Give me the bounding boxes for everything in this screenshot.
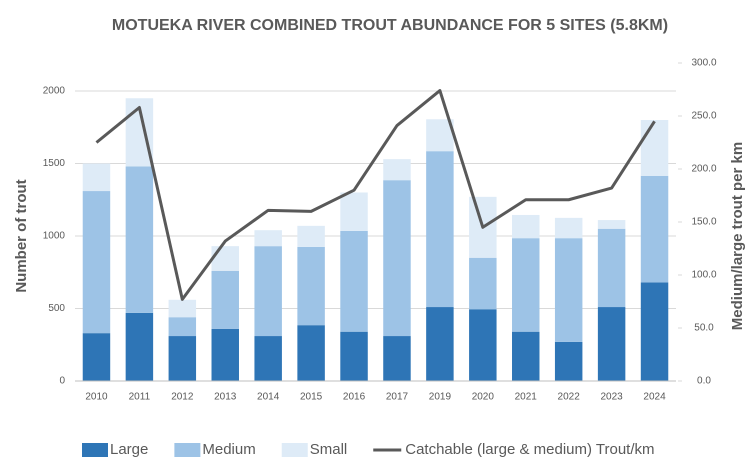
bar-segment bbox=[598, 307, 625, 381]
x-tick-label: 2021 bbox=[515, 392, 538, 403]
y2-tick-label: 150.0 bbox=[691, 217, 716, 228]
x-tick-label: 2017 bbox=[386, 392, 409, 403]
bar-segment bbox=[212, 246, 239, 271]
y-tick-label: 0 bbox=[59, 376, 65, 387]
bar-segment bbox=[126, 313, 153, 381]
bar-segment bbox=[512, 215, 539, 238]
y-tick-label: 1500 bbox=[43, 158, 66, 169]
y2-tick-label: 300.0 bbox=[691, 58, 716, 69]
x-tick-label: 2013 bbox=[214, 392, 237, 403]
legend-swatch bbox=[82, 443, 108, 457]
legend-swatch bbox=[174, 443, 200, 457]
bar-segment bbox=[254, 230, 281, 246]
y2-tick-label: 200.0 bbox=[691, 164, 716, 175]
x-tick-label: 2016 bbox=[343, 392, 366, 403]
bar-segment bbox=[340, 193, 367, 231]
legend-label: Small bbox=[310, 441, 348, 458]
bar-segment bbox=[598, 220, 625, 229]
bar-segment bbox=[555, 238, 582, 342]
bar-segment bbox=[641, 176, 668, 283]
bar-segment bbox=[426, 307, 453, 381]
x-tick-label: 2023 bbox=[600, 392, 623, 403]
legend-swatch bbox=[282, 443, 308, 457]
bar-segment bbox=[212, 329, 239, 381]
bar-segment bbox=[512, 238, 539, 332]
bar-segment bbox=[169, 300, 196, 317]
y2-axis-title: Medium/large trout per km bbox=[729, 142, 746, 330]
bar-segment bbox=[83, 333, 110, 381]
bar-segment bbox=[426, 151, 453, 307]
x-tick-label: 2015 bbox=[300, 392, 323, 403]
x-tick-label: 2020 bbox=[472, 392, 495, 403]
x-tick-label: 2022 bbox=[558, 392, 581, 403]
bar-segment bbox=[469, 258, 496, 309]
bar-segment bbox=[126, 166, 153, 312]
bar-segment bbox=[641, 282, 668, 381]
chart: MOTUEKA RIVER COMBINED TROUT ABUNDANCE F… bbox=[0, 0, 754, 472]
bar-segment bbox=[512, 332, 539, 381]
bar-segment bbox=[555, 218, 582, 238]
bar-segment bbox=[83, 191, 110, 333]
bar-segment bbox=[469, 309, 496, 381]
bar-segment bbox=[340, 332, 367, 381]
bar-segment bbox=[383, 180, 410, 336]
bar-segment bbox=[254, 246, 281, 336]
legend-label: Medium bbox=[202, 441, 255, 458]
x-tick-label: 2011 bbox=[129, 392, 151, 403]
bar-segment bbox=[169, 336, 196, 381]
bar-segment bbox=[169, 317, 196, 336]
y-tick-label: 500 bbox=[48, 303, 65, 314]
bar-segment bbox=[297, 325, 324, 381]
bar-segment bbox=[641, 120, 668, 176]
bar-segment bbox=[340, 231, 367, 332]
bar-segment bbox=[383, 336, 410, 381]
bar-segment bbox=[383, 159, 410, 180]
y2-tick-label: 50.0 bbox=[694, 323, 714, 334]
x-tick-label: 2024 bbox=[643, 392, 666, 403]
bar-segment bbox=[254, 336, 281, 381]
x-tick-label: 2010 bbox=[85, 392, 108, 403]
legend-label: Large bbox=[110, 441, 148, 458]
x-tick-label: 2019 bbox=[429, 392, 452, 403]
y2-tick-label: 0.0 bbox=[697, 376, 711, 387]
bar-segment bbox=[83, 164, 110, 192]
bar-segment bbox=[297, 247, 324, 325]
x-tick-label: 2012 bbox=[171, 392, 194, 403]
y2-tick-label: 100.0 bbox=[691, 270, 716, 281]
y-tick-label: 1000 bbox=[43, 231, 66, 242]
bar-segment bbox=[555, 342, 582, 381]
y-axis-title: Number of trout bbox=[13, 179, 30, 292]
legend-label: Catchable (large & medium) Trout/km bbox=[405, 441, 654, 458]
y-tick-label: 2000 bbox=[43, 86, 66, 97]
bar-segment bbox=[598, 229, 625, 307]
bar-segment bbox=[297, 226, 324, 247]
y2-tick-label: 250.0 bbox=[691, 111, 716, 122]
bar-segment bbox=[212, 271, 239, 329]
chart-title: MOTUEKA RIVER COMBINED TROUT ABUNDANCE F… bbox=[112, 17, 668, 34]
x-tick-label: 2014 bbox=[257, 392, 280, 403]
